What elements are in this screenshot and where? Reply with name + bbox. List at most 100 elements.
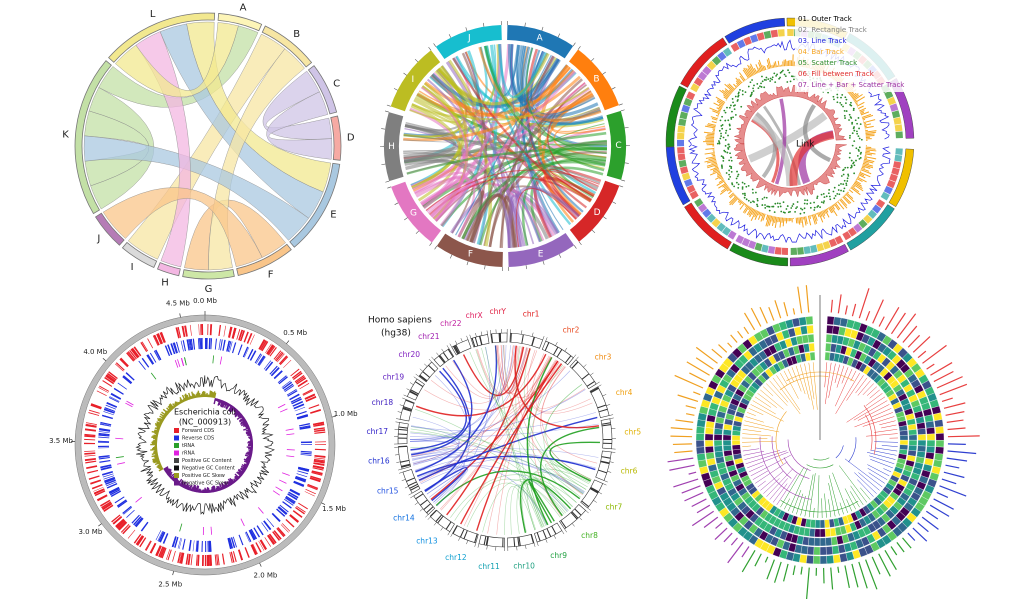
forward-cds (268, 534, 277, 544)
reverse-cds (176, 341, 180, 353)
leaf-label (851, 303, 857, 317)
genome-link (512, 346, 523, 394)
tree-branch (854, 472, 877, 494)
heatmap-cell (935, 440, 945, 448)
axis-tick (286, 340, 290, 344)
reverse-cds (258, 356, 266, 366)
scatter-track (850, 166, 852, 169)
heatmap-cell (832, 554, 841, 564)
reverse-cds (300, 444, 312, 445)
gc-skew (156, 464, 162, 468)
ideogram-tick (486, 545, 488, 550)
gc-skew (168, 405, 174, 411)
reverse-cds (299, 425, 311, 429)
scatter-track (858, 150, 860, 152)
chord-ribbon (266, 91, 333, 160)
scatter-track (800, 207, 802, 210)
reverse-cds (114, 496, 125, 504)
bar-track (861, 167, 870, 172)
bar-track (714, 165, 719, 168)
scatter-track (722, 156, 724, 158)
gc-skew (245, 428, 251, 432)
gc-skew (151, 452, 158, 455)
reverse-cds (104, 407, 116, 412)
scatter-track (721, 165, 723, 168)
scatter-track (723, 109, 726, 112)
forward-cds (155, 545, 161, 556)
forward-cds (314, 431, 326, 434)
ideogram-band (423, 503, 431, 511)
forward-cds (93, 487, 104, 492)
reverse-cds (278, 506, 288, 515)
scatter-track (848, 156, 851, 159)
heatmap-cell (825, 546, 834, 555)
leaf-label (806, 567, 810, 599)
ideogram-band (452, 345, 459, 355)
leaf-label (768, 306, 775, 321)
sector-tick (404, 217, 408, 221)
leaf-label (912, 336, 931, 353)
ideogram-tick (404, 486, 409, 489)
gc-skew (234, 475, 239, 481)
bar-track (813, 214, 818, 224)
ideogram-band (408, 481, 417, 487)
gc-skew (224, 481, 229, 488)
forward-cds (310, 409, 322, 414)
scatter-track (843, 179, 846, 182)
rna-mark (174, 359, 179, 368)
ideogram-band (517, 537, 520, 547)
sector-arc (330, 115, 342, 161)
rect-track (683, 178, 693, 188)
tree-branch (745, 450, 787, 465)
scatter-track (769, 77, 772, 80)
forward-cds (214, 554, 217, 566)
heatmap-cell (899, 440, 909, 446)
scatter-track (840, 183, 842, 185)
heatmap-cell (908, 429, 918, 436)
ideogram-tick (542, 336, 545, 340)
reverse-cds (300, 452, 312, 455)
heatmap-cell (696, 446, 705, 455)
tree-branch (821, 498, 823, 518)
bar-track (735, 80, 741, 86)
forward-cds (285, 519, 295, 528)
gc-skew (225, 402, 229, 406)
gc-skew (184, 394, 188, 401)
forward-cds (230, 551, 235, 563)
rect-track (810, 244, 818, 253)
tree-branch (745, 416, 764, 423)
ideogram-tick (397, 411, 402, 413)
forward-cds (178, 552, 182, 564)
bar-track (711, 117, 718, 121)
reverse-cds (285, 495, 296, 503)
scatter-track (747, 184, 750, 187)
ideogram-tick (466, 540, 469, 545)
heatmap-cell (926, 427, 935, 435)
genome-link (454, 478, 563, 521)
gc-skew (210, 390, 213, 398)
reverse-cds (296, 473, 308, 478)
bar-track (862, 162, 874, 167)
bar-track (831, 205, 836, 210)
genome-link (418, 347, 527, 481)
leaf-label (921, 516, 939, 530)
forward-cds (229, 552, 233, 563)
forward-cds (85, 423, 97, 427)
bar-track (839, 199, 848, 209)
gc-skew (245, 430, 252, 434)
gc-skew (226, 481, 231, 487)
tree-branch (742, 437, 768, 439)
genome-link (529, 478, 571, 526)
reverse-cds (230, 537, 236, 549)
reverse-cds (109, 489, 121, 496)
genome-link (462, 346, 525, 397)
heatmap-cell (819, 519, 826, 529)
gc-skew (154, 456, 159, 459)
reverse-cds (205, 540, 207, 552)
tree-branch (874, 441, 898, 443)
gc-skew (216, 485, 220, 492)
leaf-label (890, 546, 898, 556)
rect-track (694, 198, 704, 208)
heatmap-cell (825, 537, 833, 546)
genome-link (436, 346, 491, 507)
